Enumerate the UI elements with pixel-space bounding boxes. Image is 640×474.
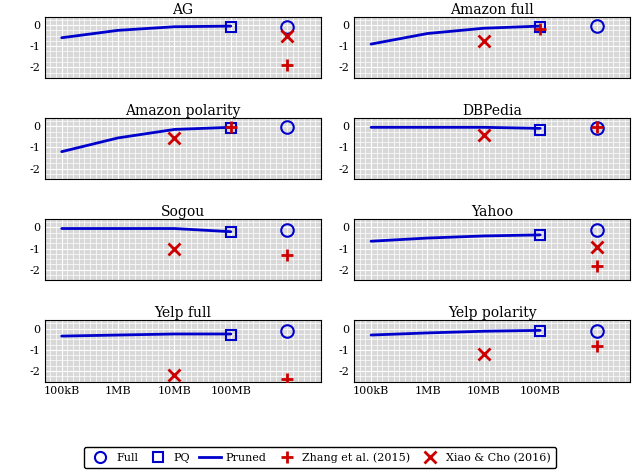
Title: Amazon polarity: Amazon polarity <box>125 104 241 118</box>
Title: Sogou: Sogou <box>161 205 205 219</box>
Legend: Full, PQ, Pruned, Zhang et al. (2015), Xiao & Cho (2016): Full, PQ, Pruned, Zhang et al. (2015), X… <box>84 447 556 468</box>
Title: AG: AG <box>172 2 193 17</box>
Title: Amazon full: Amazon full <box>451 2 534 17</box>
Title: Yahoo: Yahoo <box>471 205 513 219</box>
Title: Yelp polarity: Yelp polarity <box>448 306 536 320</box>
Title: Yelp full: Yelp full <box>154 306 211 320</box>
Title: DBPedia: DBPedia <box>462 104 522 118</box>
